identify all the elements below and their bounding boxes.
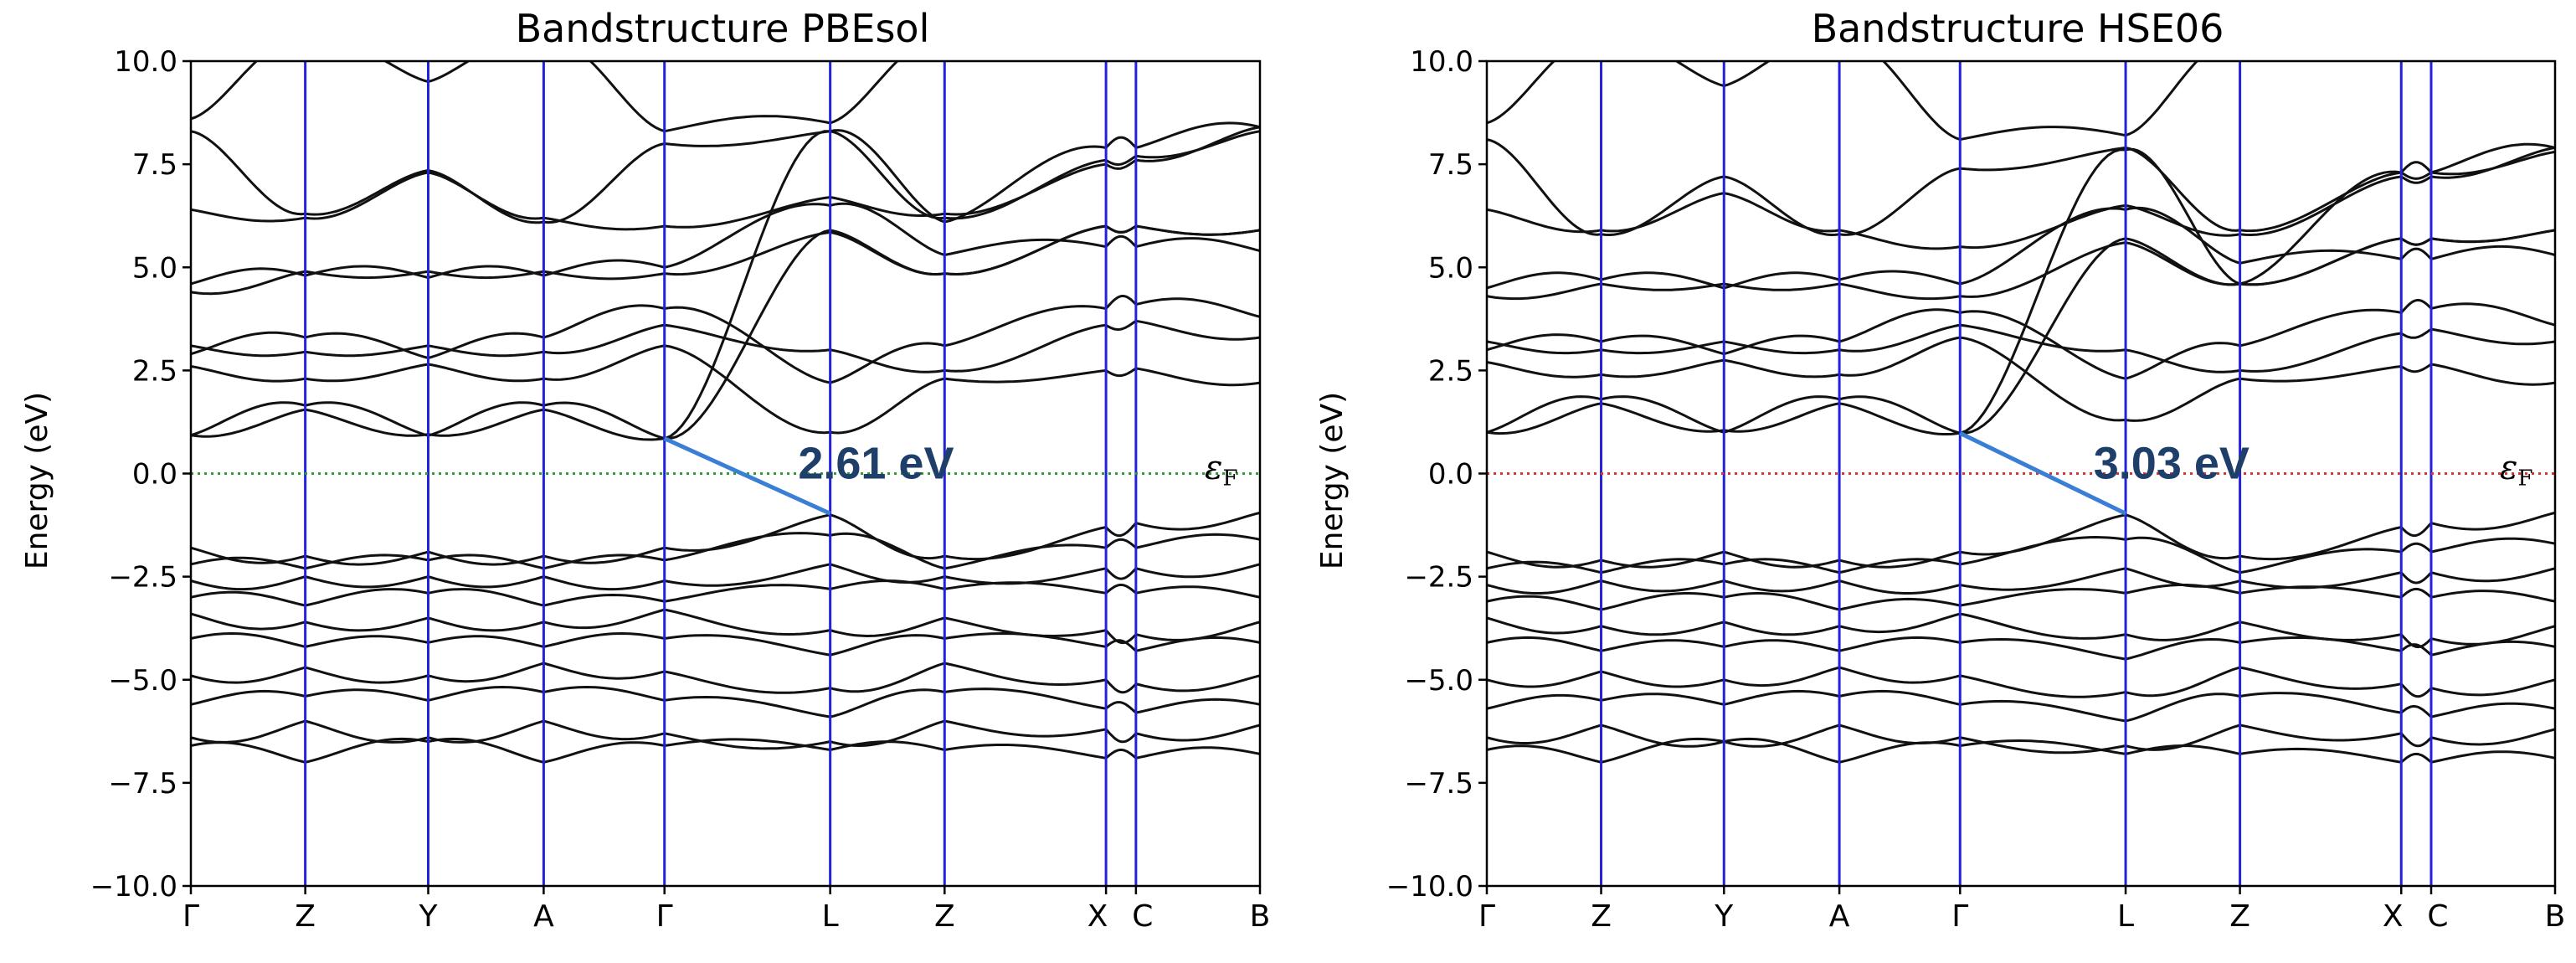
conduction-band <box>1487 61 2199 142</box>
x-tick-label-y: Y <box>418 899 438 934</box>
y-tick-label: −5.0 <box>108 664 177 698</box>
valence-band <box>1487 511 2555 569</box>
x-tick-label-z: Z <box>295 899 316 934</box>
valence-band <box>1487 612 2555 649</box>
band-gap-label: 2.61 eV <box>798 439 954 489</box>
conduction-band <box>1487 323 2555 373</box>
x-tick-label-gamma: Γ <box>183 899 199 934</box>
x-tick-label-gamma: Γ <box>656 899 673 934</box>
x-tick-label-l: L <box>822 899 839 934</box>
panel-pbesol: Bandstructure PBEsol Energy (eV) −10.0 −… <box>20 6 1271 934</box>
y-tick-label: −7.5 <box>1404 767 1473 801</box>
conduction-band <box>1487 206 2555 290</box>
conduction-band <box>191 224 1260 296</box>
x-tick-label-y: Y <box>1714 899 1734 934</box>
y-tick-label: 2.5 <box>132 354 177 388</box>
y-tick-label: 0.0 <box>132 458 177 492</box>
y-tick-label: 10.0 <box>114 45 177 79</box>
x-tick-label-z: Z <box>1591 899 1612 934</box>
valence-band <box>1487 636 2555 661</box>
x-tick-labels: Γ Z Y A Γ L Z X C B <box>183 899 1270 934</box>
x-tick-label-a: A <box>1829 899 1850 934</box>
x-tick-label-b: B <box>2545 899 2566 934</box>
bands <box>191 61 1260 764</box>
conduction-band <box>191 121 1260 440</box>
conduction-band <box>1487 229 2555 301</box>
conduction-band <box>191 295 1260 384</box>
band-gap-line <box>663 436 831 516</box>
band-gap-line <box>1959 430 2127 516</box>
y-tick-label: −2.5 <box>1404 561 1473 595</box>
valence-band <box>1487 567 2555 595</box>
y-tick-label: −5.0 <box>1404 664 1473 698</box>
x-tick-label-gamma: Γ <box>1951 899 1968 934</box>
valence-band <box>1487 584 2555 611</box>
y-tick-label: 2.5 <box>1428 354 1473 388</box>
y-tick-labels: −10.0 −7.5 −5.0 −2.5 0.0 2.5 5.0 7.5 10.… <box>90 45 177 904</box>
conduction-band <box>1487 298 2555 380</box>
fermi-level-label: εF <box>2500 449 2533 492</box>
valence-band <box>1487 689 2555 723</box>
valence-band <box>191 719 1260 750</box>
y-tick-label: −7.5 <box>108 767 177 801</box>
conduction-band <box>1487 138 2555 237</box>
x-tick-label-x: X <box>1087 899 1108 934</box>
valence-band <box>191 631 1260 657</box>
y-axis-label: Energy (eV) <box>1315 392 1350 569</box>
x-tick-label-z: Z <box>934 899 955 934</box>
plot-area <box>1478 59 2557 894</box>
y-tick-label: 7.5 <box>1428 148 1473 182</box>
y-tick-label: 5.0 <box>1428 251 1473 285</box>
conduction-band <box>1487 146 2555 250</box>
conduction-band <box>1487 229 2555 435</box>
y-tick-label: 5.0 <box>132 251 177 285</box>
y-axis-label: Energy (eV) <box>20 392 54 569</box>
valence-band <box>191 532 1260 570</box>
plot-area <box>183 59 1262 894</box>
conduction-band <box>191 126 1260 231</box>
conduction-band <box>191 344 1260 435</box>
valence-band <box>1487 666 2555 698</box>
conduction-band <box>191 202 1260 286</box>
panel-hse06: Bandstructure HSE06 Energy (eV) −10.0 −7… <box>1315 6 2565 934</box>
conduction-band <box>1487 142 2555 435</box>
x-tick-label-z: Z <box>2229 899 2250 934</box>
conduction-band <box>191 319 1260 373</box>
conduction-band <box>191 130 1260 224</box>
conduction-band <box>1487 336 2555 422</box>
y-tick-label: 10.0 <box>1410 45 1473 79</box>
chart-title: Bandstructure HSE06 <box>1812 6 2224 51</box>
valence-band <box>191 737 1260 764</box>
y-tick-label: −10.0 <box>90 870 177 904</box>
x-tick-label-c: C <box>1132 899 1153 934</box>
bands <box>1487 61 2555 764</box>
x-tick-label-b: B <box>1250 899 1271 934</box>
y-tick-label: −2.5 <box>108 561 177 595</box>
valence-band <box>191 608 1260 645</box>
valence-band <box>191 579 1260 607</box>
conduction-band <box>191 61 900 133</box>
x-tick-label-gamma: Γ <box>1478 899 1495 934</box>
valence-band <box>1487 535 2555 574</box>
chart-title: Bandstructure PBEsol <box>516 6 930 51</box>
x-tick-label-c: C <box>2427 899 2448 934</box>
y-tick-labels: −10.0 −7.5 −5.0 −2.5 0.0 2.5 5.0 7.5 10.… <box>1386 45 1473 904</box>
y-tick-label: 0.0 <box>1428 458 1473 492</box>
x-tick-label-l: L <box>2117 899 2134 934</box>
y-tick-label: 7.5 <box>132 148 177 182</box>
fermi-level-label: εF <box>1205 449 1238 492</box>
x-tick-labels: Γ Z Y A Γ L Z X C B <box>1478 899 2565 934</box>
valence-band <box>191 563 1260 591</box>
valence-band <box>191 662 1260 694</box>
band-gap-label: 3.03 eV <box>2094 439 2250 489</box>
valence-band <box>191 685 1260 718</box>
x-tick-label-x: X <box>2383 899 2404 934</box>
y-tick-label: −10.0 <box>1386 870 1473 904</box>
valence-band <box>191 511 1260 566</box>
valence-band <box>1487 737 2555 764</box>
x-tick-label-a: A <box>533 899 554 934</box>
